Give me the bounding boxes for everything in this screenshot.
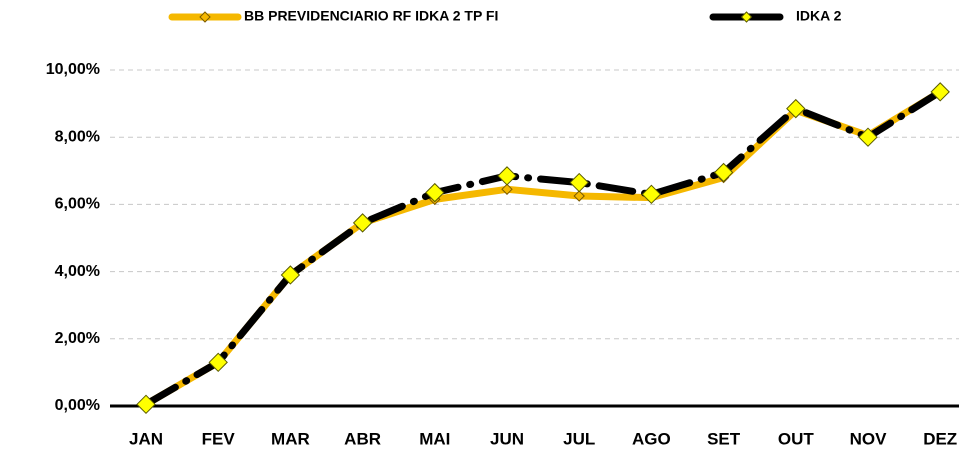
marker	[641, 184, 662, 205]
marker	[858, 127, 878, 147]
marker	[136, 394, 156, 415]
x-tick-label: ABR	[344, 429, 381, 448]
marker	[786, 98, 806, 119]
legend-marker	[199, 11, 211, 23]
y-tick-label: 10,00%	[46, 61, 100, 78]
x-tick-label: JAN	[129, 429, 163, 448]
marker	[573, 190, 585, 202]
x-tick-label: DEZ	[923, 429, 957, 448]
y-tick-label: 0,00%	[55, 397, 100, 414]
y-tick-label: 2,00%	[55, 330, 100, 347]
y-tick-label: 8,00%	[55, 128, 100, 145]
marker	[497, 166, 517, 186]
marker	[208, 352, 228, 373]
x-tick-label: MAR	[271, 429, 310, 448]
marker	[352, 213, 373, 233]
x-tick-label: AGO	[632, 429, 671, 448]
legend-label: IDKA 2	[796, 8, 842, 24]
y-tick-label: 4,00%	[55, 263, 100, 280]
x-tick-label: OUT	[778, 429, 815, 448]
x-tick-label: FEV	[202, 429, 236, 448]
legend-label: BB PREVIDENCIARIO RF IDKA 2 TP FI	[244, 8, 498, 24]
marker	[501, 183, 513, 195]
x-tick-label: JUN	[490, 429, 524, 448]
legend-marker	[740, 11, 753, 23]
x-tick-label: JUL	[563, 429, 595, 448]
marker	[930, 82, 950, 102]
marker	[280, 265, 301, 285]
x-tick-label: NOV	[850, 429, 888, 448]
x-tick-label: MAI	[419, 429, 450, 448]
marker	[569, 172, 589, 193]
x-tick-label: SET	[707, 429, 741, 448]
series-line	[142, 88, 944, 408]
series-line	[142, 88, 944, 408]
marker	[425, 182, 445, 203]
y-tick-label: 6,00%	[55, 196, 100, 213]
marker	[713, 162, 734, 183]
